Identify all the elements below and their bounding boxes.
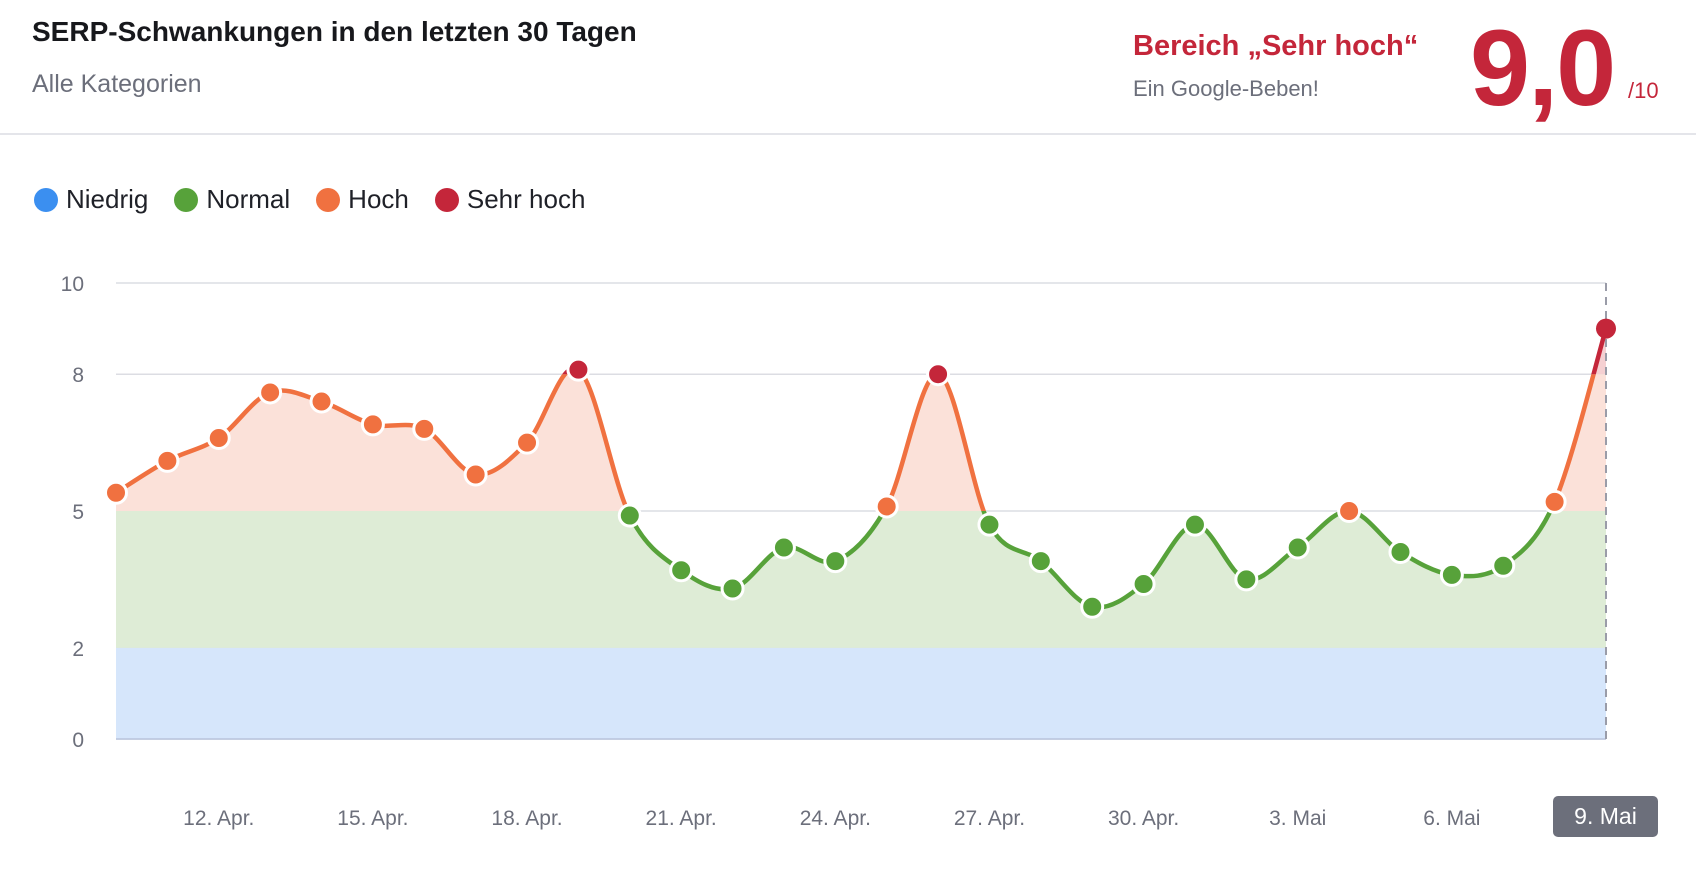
data-point	[360, 412, 385, 437]
legend-item-normal[interactable]: Normal	[174, 184, 290, 215]
x-tick-label: 15. Apr.	[337, 807, 408, 830]
data-point	[1337, 499, 1362, 523]
data-point	[771, 535, 796, 560]
legend-label: Hoch	[348, 184, 409, 214]
data-point	[155, 448, 180, 473]
header-divider	[0, 133, 1696, 135]
band-fill-sehr-hoch	[116, 328, 1606, 375]
data-point	[1285, 535, 1310, 560]
series-line-segment	[625, 511, 1553, 610]
y-tick-label: 10	[61, 273, 84, 296]
data-point	[1131, 571, 1156, 596]
data-point	[1542, 489, 1567, 514]
data-point	[617, 503, 642, 528]
data-point	[258, 380, 283, 405]
data-point	[1080, 594, 1105, 619]
legend-label: Niedrig	[66, 184, 149, 214]
band-fill-niedrig	[116, 647, 1606, 739]
x-tick-label: 18. Apr.	[491, 807, 562, 830]
band-fill-hoch	[116, 374, 1606, 511]
score-max: /10	[1628, 78, 1659, 103]
band-fill-normal	[116, 511, 1606, 648]
y-tick-label: 0	[72, 729, 84, 752]
data-point	[309, 389, 334, 414]
data-point	[515, 430, 540, 455]
x-label-highlighted[interactable]: 9. Mai	[1553, 796, 1658, 837]
x-tick-label: 27. Apr.	[954, 807, 1025, 830]
legend-item-niedrig[interactable]: Niedrig	[34, 184, 148, 215]
legend-item-sehr-hoch[interactable]: Sehr hoch	[434, 184, 586, 215]
legend-dot-icon	[174, 187, 199, 212]
score-value: 9,0	[1470, 7, 1616, 128]
data-point	[412, 416, 437, 441]
legend-dot-icon	[434, 187, 459, 212]
data-point	[1182, 512, 1207, 537]
x-tick-label: 6. Mai	[1423, 807, 1480, 830]
chart-title: SERP-Schwankungen in den letzten 30 Tage…	[32, 16, 637, 47]
legend-dot-icon	[34, 187, 58, 212]
range-label: Bereich „Sehr hoch“	[1133, 30, 1419, 62]
x-tick-label: 12. Apr.	[183, 807, 254, 830]
x-tick-label: 24. Apr.	[800, 807, 871, 830]
category-filter: Alle Kategorien	[32, 70, 202, 98]
data-point	[463, 462, 488, 487]
data-point	[926, 362, 951, 387]
legend: Niedrig Normal Hoch Sehr hoch	[34, 184, 585, 215]
data-point	[1388, 540, 1413, 565]
y-tick-label: 5	[72, 501, 84, 524]
data-point	[874, 494, 899, 519]
y-tick-label: 8	[72, 364, 84, 387]
data-point	[669, 558, 694, 583]
x-tick-label: 3. Mai	[1269, 807, 1326, 830]
data-point	[977, 512, 1002, 537]
data-point	[1234, 567, 1259, 592]
data-point	[1028, 549, 1053, 574]
legend-dot-icon	[316, 187, 341, 212]
x-tick-label: 30. Apr.	[1108, 807, 1179, 830]
legend-item-hoch[interactable]: Hoch	[316, 184, 409, 215]
data-point	[566, 357, 591, 382]
data-point	[1491, 553, 1516, 578]
data-point	[823, 549, 848, 574]
data-point	[1439, 562, 1464, 587]
legend-label: Sehr hoch	[466, 184, 586, 214]
range-description: Ein Google-Beben!	[1133, 76, 1319, 101]
data-point	[720, 576, 745, 601]
data-point	[206, 426, 231, 451]
data-point	[104, 480, 128, 505]
legend-label: Normal	[206, 184, 291, 214]
y-tick-label: 2	[72, 638, 84, 661]
data-point	[1596, 318, 1616, 339]
x-tick-label: 21. Apr.	[646, 807, 717, 830]
